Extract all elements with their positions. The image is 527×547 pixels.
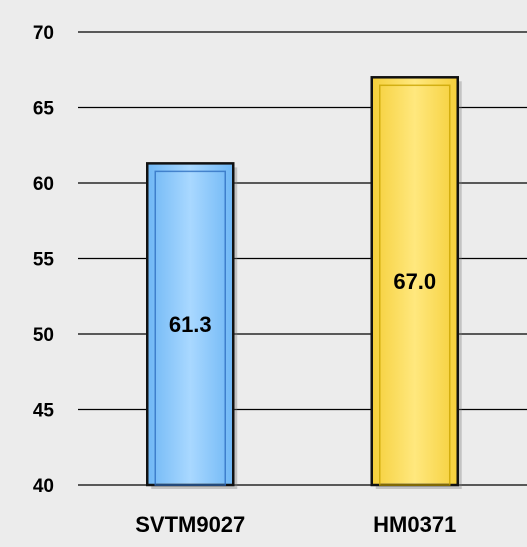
bar-SVTM9027 — [146, 162, 235, 487]
y-axis-ticks: 40 45 50 55 60 65 70 — [33, 23, 55, 497]
y-tick-label-55: 55 — [33, 250, 55, 271]
x-axis-ticks: SVTM9027 HM0371 — [135, 512, 456, 537]
y-tick-label-65: 65 — [33, 99, 55, 120]
y-tick-label-70: 70 — [33, 23, 54, 44]
bar-bevel-1 — [379, 84, 451, 486]
data-label-SVTM9027: 61.3 — [169, 312, 212, 337]
bar-bevel-0 — [154, 170, 226, 486]
x-tick-label-HM0371: HM0371 — [373, 512, 456, 537]
y-tick-label-45: 45 — [33, 401, 55, 422]
bars: 61.3 67.0 — [146, 76, 462, 490]
y-tick-label-60: 60 — [33, 174, 54, 195]
y-tick-label-40: 40 — [33, 476, 54, 497]
x-tick-label-SVTM9027: SVTM9027 — [135, 512, 245, 537]
data-label-HM0371: 67.0 — [393, 269, 436, 294]
y-tick-label-50: 50 — [33, 325, 54, 346]
